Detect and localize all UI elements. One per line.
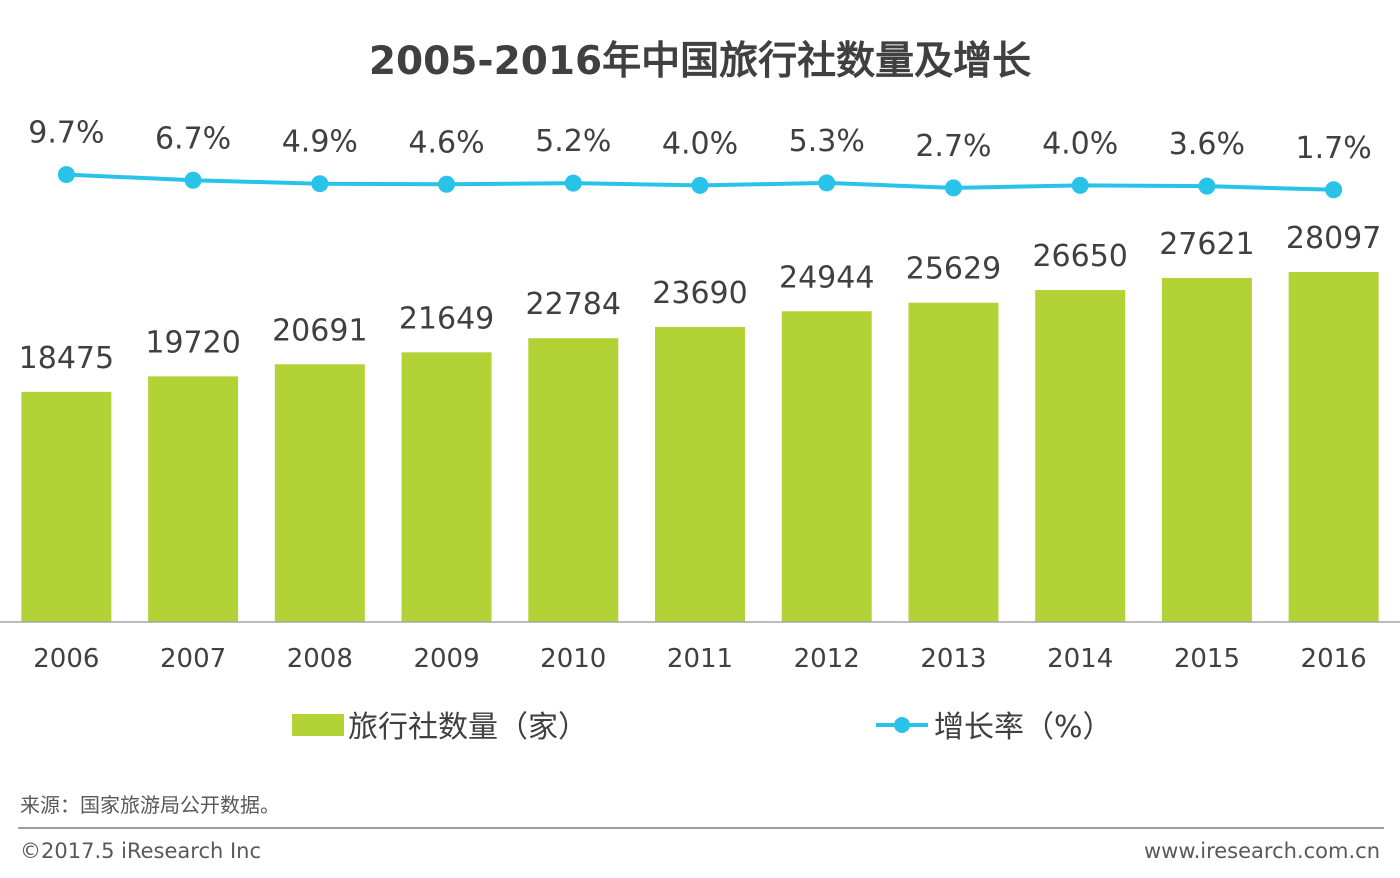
bar-series [21,272,1379,622]
x-tick-label-2012: 2012 [794,644,860,674]
growth-rate-point-2012 [818,174,836,192]
x-axis-tick-labels: 2006 2007 2008 2009 2010 2011 2012 2013 2014 2015… [33,644,1366,674]
growth-rate-label-2011: 4.0% [662,126,738,161]
growth-rate-point-2016 [1325,181,1343,199]
legend-bar-swatch [292,714,344,736]
bar-value-label-2008: 20691 [272,313,367,348]
bar-value-label-2016: 28097 [1286,221,1381,256]
growth-rate-label-2016: 1.7% [1296,131,1372,166]
bar-value-label-2010: 22784 [526,287,621,322]
legend-line-label: 增长率（%） [934,710,1113,745]
x-tick-label-2006: 2006 [33,644,99,674]
bar-value-label-2011: 23690 [652,276,747,311]
growth-rate-point-2014 [1071,176,1089,194]
x-tick-label-2013: 2013 [920,644,986,674]
bar-value-label-2014: 26650 [1032,239,1127,274]
growth-rate-label-2008: 4.9% [282,125,358,160]
growth-rate-labels: 9.7% 6.7% 4.9% 4.6% 5.2% 4.0% 5.3% 2.7% 4.0% 3.6%… [28,116,1371,166]
legend-line-marker [894,717,910,733]
bar-value-label-2012: 24944 [779,260,874,295]
bar-2013 [908,302,999,622]
growth-rate-point-2015 [1198,177,1216,195]
bar-2011 [655,326,745,622]
bar-value-label-2015: 27621 [1159,227,1254,262]
growth-rate-point-2011 [691,176,709,194]
growth-rate-point-2010 [564,174,582,192]
x-tick-label-2008: 2008 [287,644,353,674]
source-note: 来源：国家旅游局公开数据。 [20,793,280,817]
chart-title: 2005-2016年中国旅行社数量及增长 [369,39,1031,84]
x-tick-label-2007: 2007 [160,644,226,674]
growth-rate-label-2013: 2.7% [915,129,991,164]
legend-bar-label: 旅行社数量（家） [348,710,588,745]
growth-rate-label-2006: 9.7% [28,116,104,151]
growth-rate-label-2010: 5.2% [535,124,611,159]
bar-2008 [274,364,365,622]
x-tick-label-2016: 2016 [1301,644,1367,674]
bar-value-label-2006: 18475 [19,341,114,376]
growth-rate-label-2014: 4.0% [1042,126,1118,161]
growth-rate-points [57,166,1343,199]
bar-2009 [401,352,492,622]
x-tick-label-2011: 2011 [667,644,733,674]
legend: 旅行社数量（家） 增长率（%） [292,710,1113,745]
bar-value-label-2013: 25629 [906,252,1001,287]
growth-rate-label-2015: 3.6% [1169,127,1245,162]
growth-rate-point-2006 [57,166,75,184]
bar-value-label-2007: 19720 [145,325,240,360]
growth-rate-label-2012: 5.3% [789,124,865,159]
x-tick-label-2009: 2009 [413,644,479,674]
bar-2006 [21,391,112,622]
growth-rate-point-2008 [311,175,329,193]
bar-2012 [781,311,872,622]
growth-rate-label-2007: 6.7% [155,121,231,156]
copyright-text: ©2017.5 iResearch Inc [20,839,261,863]
bar-2007 [148,376,239,622]
bar-value-labels: 18475 19720 20691 21649 22784 23690 24944 25629… [19,221,1382,376]
growth-rate-label-2009: 4.6% [408,125,484,160]
x-tick-label-2015: 2015 [1174,644,1240,674]
bar-2014 [1035,290,1126,622]
bar-2010 [528,338,619,622]
website-text: www.iresearch.com.cn [1144,839,1380,863]
growth-rate-point-2007 [184,171,202,189]
bar-2016 [1288,272,1379,622]
x-tick-label-2014: 2014 [1047,644,1113,674]
bar-value-label-2009: 21649 [399,301,494,336]
x-tick-label-2010: 2010 [540,644,606,674]
bar-2015 [1161,277,1252,622]
growth-rate-point-2013 [944,179,962,197]
growth-rate-point-2009 [438,175,456,193]
